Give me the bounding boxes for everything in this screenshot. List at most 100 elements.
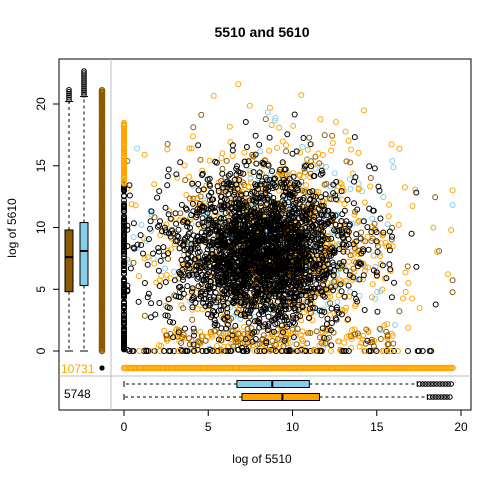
scatter-point — [254, 238, 261, 245]
scatter-point — [297, 234, 304, 241]
scatter-point — [215, 278, 222, 285]
scatter-point — [233, 251, 240, 258]
scatter-point — [324, 315, 331, 322]
scatter-point — [230, 286, 237, 293]
scatter-point — [144, 254, 151, 261]
scatter-point — [245, 184, 252, 191]
scatter-point — [156, 188, 163, 195]
scatter-point — [432, 301, 439, 308]
scatter-point — [276, 257, 283, 264]
scatter-point — [121, 187, 127, 194]
scatter-point — [355, 251, 362, 258]
scatter-point — [239, 264, 246, 271]
scatter-point — [274, 211, 281, 217]
scatter-point — [160, 244, 167, 251]
scatter-point — [307, 141, 314, 148]
scatter-point — [121, 171, 127, 178]
scatter-point — [145, 290, 152, 297]
scatter-point — [151, 260, 158, 267]
scatter-point — [223, 223, 230, 230]
scatter-point — [167, 215, 174, 222]
bottom-box-skyblue-outlier — [439, 381, 446, 387]
scatter-point — [154, 194, 161, 201]
scatter-point — [206, 230, 213, 237]
scatter-point — [383, 328, 390, 335]
scatter-point — [222, 272, 229, 279]
scatter-point — [180, 276, 186, 283]
scatter-point — [159, 228, 166, 235]
scatter-point — [351, 178, 357, 185]
scatter-point — [351, 211, 358, 218]
scatter-point — [400, 295, 406, 302]
scatter-point — [207, 242, 213, 249]
scatter-point — [372, 295, 379, 302]
scatter-point — [319, 253, 325, 260]
scatter-point — [291, 266, 298, 273]
left-box-skyblue-outlier — [81, 74, 87, 80]
marginal-boxplots — [64, 68, 456, 401]
scatter-point — [215, 294, 222, 301]
x-tick-label: 10 — [286, 420, 300, 434]
scatter-point — [250, 197, 257, 204]
scatter-point — [220, 204, 227, 210]
scatter-point — [170, 334, 177, 341]
scatter-point — [239, 280, 246, 286]
scatter-point — [290, 122, 297, 129]
scatter-point — [265, 234, 272, 241]
scatter-point — [340, 258, 347, 265]
scatter-point — [275, 240, 282, 247]
scatter-point — [297, 332, 304, 339]
scatter-point — [227, 185, 234, 192]
scatter-point — [153, 279, 160, 286]
scatter-point — [327, 252, 334, 259]
scatter-point — [320, 202, 327, 209]
scatter-point — [281, 231, 288, 238]
scatter-point — [328, 305, 335, 312]
scatter-point — [150, 250, 156, 257]
scatter-point — [247, 190, 254, 197]
scatter-point — [348, 248, 355, 255]
scatter-point — [220, 315, 227, 322]
left-box-skyblue-outlier — [81, 80, 87, 86]
scatter-point — [302, 251, 309, 258]
scatter-point — [319, 170, 326, 177]
scatter-point — [271, 182, 278, 188]
scatter-point — [206, 181, 213, 188]
scatter-point — [197, 290, 204, 297]
y-tick-label: 10 — [34, 221, 48, 235]
scatter-point — [258, 285, 265, 292]
scatter-point — [247, 170, 254, 177]
bottom-box-skyblue-outlier — [419, 381, 426, 387]
scatter-point — [390, 164, 397, 171]
scatter-point — [221, 302, 228, 309]
scatter-point — [394, 348, 401, 354]
scatter-point — [182, 348, 189, 354]
scatter-point — [244, 249, 251, 256]
scatter-point — [281, 313, 288, 320]
scatter-point — [284, 248, 291, 255]
scatter-point — [309, 247, 316, 254]
scatter-point — [191, 328, 198, 335]
scatter-point — [303, 239, 310, 246]
scatter-point — [384, 335, 391, 342]
scatter-point — [187, 224, 193, 231]
scatter-point — [209, 348, 216, 354]
scatter-point — [272, 348, 279, 354]
scatter-point — [249, 282, 256, 289]
scatter-point — [186, 145, 193, 152]
scatter-point — [385, 243, 392, 250]
left-box-skyblue-outlier — [81, 91, 87, 98]
scatter-point — [370, 267, 377, 274]
scatter-point — [275, 293, 282, 300]
scatter-point — [182, 205, 189, 212]
scatter-point — [138, 242, 145, 248]
scatter-point — [289, 245, 296, 252]
scatter-point — [187, 248, 194, 255]
scatter-point — [379, 232, 386, 239]
scatter-point — [257, 268, 264, 275]
bottom-box-skyblue-outlier — [428, 381, 435, 387]
scatter-point — [180, 305, 187, 312]
scatter-point — [121, 244, 127, 251]
scatter-point — [199, 348, 206, 354]
scatter-point — [298, 92, 305, 98]
